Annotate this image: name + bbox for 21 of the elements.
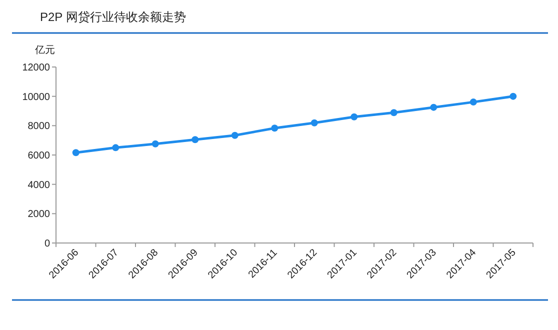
y-tick-label: 6000 xyxy=(28,150,50,162)
point xyxy=(192,136,199,144)
y-tick-label: 12000 xyxy=(22,62,50,74)
point xyxy=(152,140,159,148)
point xyxy=(470,98,477,106)
point xyxy=(430,104,438,111)
point xyxy=(271,124,278,132)
y-axis-title: 亿元 xyxy=(34,45,55,56)
y-tick-label: 0 xyxy=(44,238,50,250)
point xyxy=(112,144,120,152)
point xyxy=(390,109,398,116)
y-tick-label: 4000 xyxy=(28,180,50,191)
point xyxy=(510,92,517,100)
point xyxy=(310,119,318,126)
point xyxy=(72,149,80,156)
y-tick-label: 8000 xyxy=(28,121,50,132)
point xyxy=(350,113,358,120)
y-tick-label: 2000 xyxy=(28,209,50,220)
point xyxy=(231,132,238,139)
y-tick-label: 10000 xyxy=(22,92,50,103)
chart-title: P2P 网贷行业待收余额走势 xyxy=(40,10,186,24)
